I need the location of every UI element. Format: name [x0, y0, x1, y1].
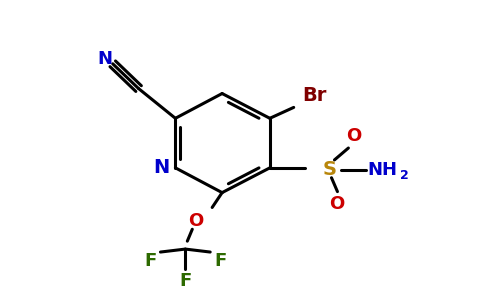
- Text: N: N: [153, 158, 169, 177]
- Text: F: F: [179, 272, 192, 290]
- Text: Br: Br: [302, 86, 327, 105]
- Text: O: O: [188, 212, 203, 230]
- Text: NH: NH: [367, 161, 397, 179]
- Text: N: N: [97, 50, 112, 68]
- Text: S: S: [322, 160, 336, 179]
- Text: 2: 2: [400, 169, 408, 182]
- Text: F: F: [144, 252, 157, 270]
- Text: O: O: [329, 196, 344, 214]
- Text: F: F: [214, 252, 226, 270]
- Text: O: O: [346, 127, 361, 145]
